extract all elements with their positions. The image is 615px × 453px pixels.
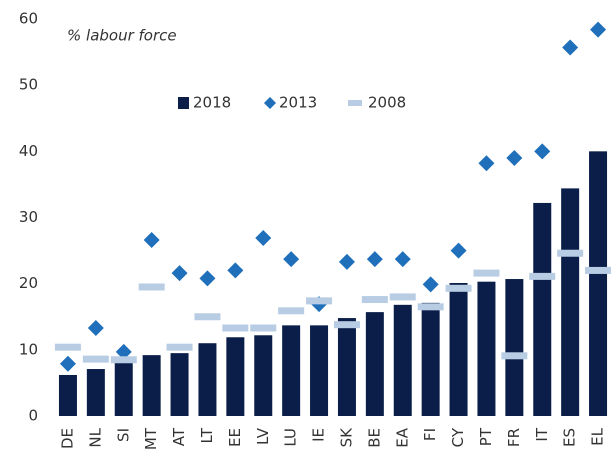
dash-marker <box>194 313 221 321</box>
bar <box>142 355 161 416</box>
diamond-marker <box>422 276 439 293</box>
x-tick-label: CY <box>449 427 467 447</box>
legend-label: 2018 <box>193 94 231 112</box>
dash-marker <box>417 303 444 311</box>
bar <box>254 335 273 416</box>
dash-marker <box>389 293 416 301</box>
dash-marker <box>278 307 305 315</box>
legend-label: 2008 <box>368 94 406 112</box>
legend-swatch <box>264 97 276 109</box>
diamond-marker <box>87 319 104 336</box>
dash-marker <box>473 269 500 277</box>
x-tick-label: IE <box>310 428 328 442</box>
legend-swatch <box>348 100 362 106</box>
bar <box>505 279 524 416</box>
dash-marker <box>585 266 612 274</box>
x-tick-label: ES <box>561 428 579 447</box>
diamond-marker <box>283 251 300 268</box>
bar <box>86 369 105 416</box>
diamond-marker <box>227 262 244 279</box>
bar <box>170 353 189 416</box>
x-tick-label: LV <box>254 427 272 445</box>
bar <box>337 318 356 416</box>
diamond-marker <box>338 253 355 270</box>
y-tick-label: 10 <box>19 340 38 358</box>
y-tick-label: 50 <box>19 76 38 94</box>
dash-marker <box>361 296 388 304</box>
diamond-marker <box>450 242 467 259</box>
x-tick-label: PT <box>477 427 495 446</box>
dash-marker <box>166 343 193 351</box>
bar <box>449 283 468 416</box>
x-tick-label: NL <box>86 427 104 447</box>
x-tick-label: LU <box>282 428 300 447</box>
dash-marker <box>529 272 556 280</box>
y-tick-label: 20 <box>19 274 38 292</box>
y-tick-label: 40 <box>19 142 38 160</box>
x-tick-label: SK <box>337 427 355 448</box>
x-tick-label: DE <box>58 428 76 449</box>
x-tick-label: BE <box>365 428 383 448</box>
y-tick-label: 0 <box>28 407 38 425</box>
bar <box>226 337 245 416</box>
x-tick-label: EA <box>393 427 411 447</box>
dash-marker <box>501 352 528 360</box>
dash-marker <box>110 356 137 364</box>
bar <box>393 304 412 416</box>
bar <box>58 374 77 416</box>
bar <box>421 302 440 416</box>
bar <box>561 188 580 416</box>
bar <box>365 312 384 416</box>
x-tick-label: IT <box>533 427 551 441</box>
diamond-marker <box>199 270 216 287</box>
legend-label: 2013 <box>279 94 317 112</box>
x-tick-label: EE <box>226 428 244 447</box>
dash-marker <box>445 284 472 292</box>
x-tick-label: FR <box>505 428 523 447</box>
dash-marker <box>82 355 109 363</box>
legend-swatch <box>178 97 189 109</box>
dash-marker <box>222 324 249 332</box>
dash-marker <box>138 283 165 291</box>
y-tick-label: 60 <box>19 10 38 28</box>
x-tick-label: EL <box>589 427 607 445</box>
diamond-marker <box>394 251 411 268</box>
diamond-marker <box>478 155 495 172</box>
diamond-marker <box>171 265 188 282</box>
bar <box>533 202 552 416</box>
x-tick-label: MT <box>142 427 160 450</box>
bar <box>310 325 329 416</box>
x-tick-label: AT <box>170 427 188 446</box>
dash-marker <box>54 343 81 351</box>
diamond-marker <box>590 21 607 38</box>
diamond-marker <box>506 149 523 166</box>
bar <box>477 281 496 416</box>
bar <box>114 357 133 416</box>
bar <box>589 151 608 417</box>
diamond-marker <box>255 230 272 247</box>
diamond-marker <box>115 343 132 360</box>
dash-marker <box>333 321 360 329</box>
x-tick-label: LT <box>198 427 216 443</box>
bar <box>198 343 217 416</box>
diamond-marker <box>143 231 160 248</box>
dash-marker <box>306 297 333 305</box>
bar <box>282 325 301 416</box>
dash-marker <box>250 324 277 332</box>
x-tick-label: FI <box>421 428 439 441</box>
diamond-marker <box>534 143 551 160</box>
x-tick-label: SI <box>114 428 132 442</box>
diamond-marker <box>562 39 579 56</box>
y-axis-label: % labour force <box>67 27 177 45</box>
diamond-marker <box>366 251 383 268</box>
dash-marker <box>557 249 584 257</box>
diamond-marker <box>59 355 76 372</box>
y-tick-label: 30 <box>19 208 38 226</box>
